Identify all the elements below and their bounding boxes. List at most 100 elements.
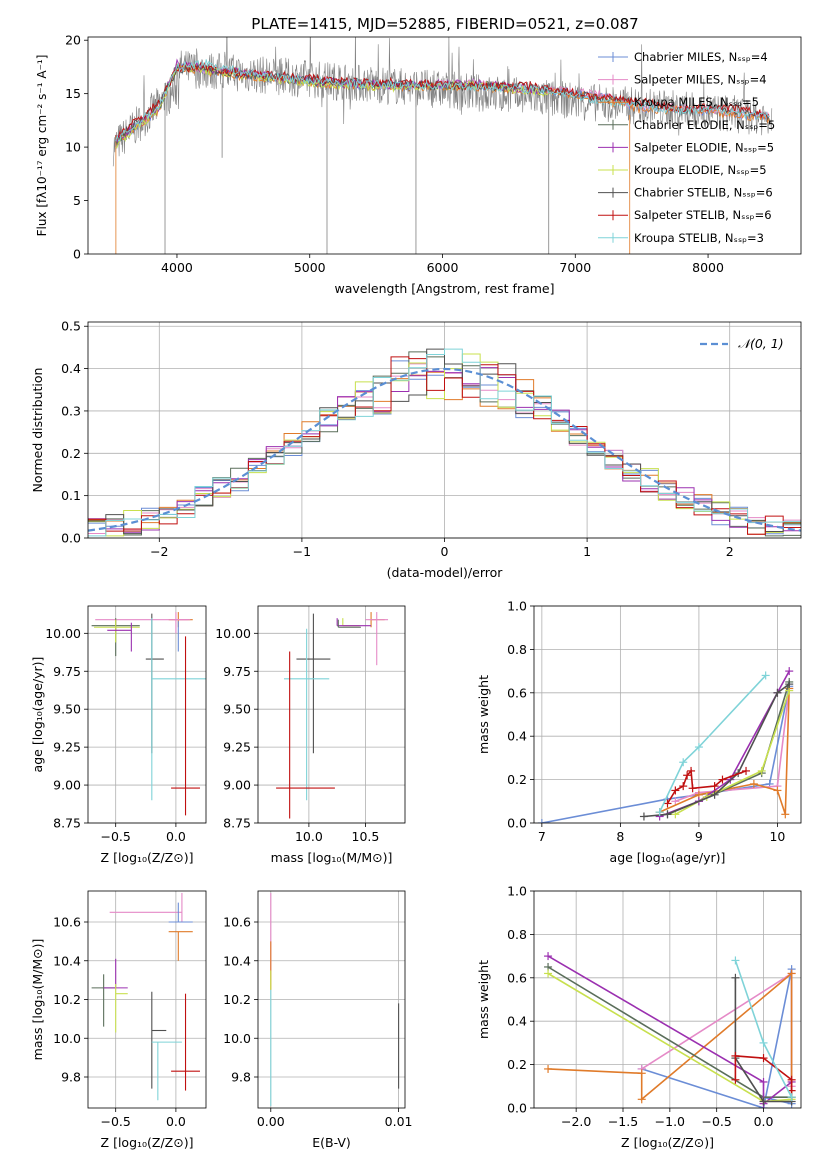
y-tick-label: 0.4 [61, 361, 81, 376]
y-tick-label: 10.2 [223, 992, 251, 1007]
y-tick-label: 0.4 [507, 729, 527, 744]
y-tick-label: 0.2 [507, 1057, 527, 1072]
x-tick-label: 8000 [692, 260, 724, 275]
panel-weight_vs_Z: −2.0 −1.5 −1.0 −0.5 0.0 0.0 0.2 0.4 0.6 0.8 1.0 Z [… [476, 884, 802, 1150]
model-spectrum [115, 59, 770, 142]
y-tick-label: 20 [65, 33, 81, 48]
x-axis-label: E(B-V) [312, 1135, 351, 1150]
axes-frame [533, 605, 802, 824]
axes-frame [533, 890, 802, 1109]
x-tick-label: 0.0 [754, 1114, 774, 1129]
y-tick-label: 10.6 [53, 915, 81, 930]
y-tick-label: 10.00 [215, 626, 251, 641]
y-tick-label: 10.00 [45, 626, 81, 641]
y-tick-label: 9.00 [53, 778, 81, 793]
y-tick-label: 10.0 [223, 1031, 251, 1046]
legend-label: Chabrier ELODIE, Nₛₛₚ=5 [634, 118, 775, 132]
y-tick-label: 15 [65, 86, 81, 101]
y-tick-label: 9.8 [231, 1070, 251, 1085]
weight-line [658, 674, 767, 813]
model-spectrum [115, 62, 770, 143]
plot-area [112, 37, 773, 254]
model-spectrum [115, 63, 550, 146]
weight-line [675, 690, 790, 816]
y-tick-label: 0.6 [507, 685, 527, 700]
x-tick-label: −2 [150, 544, 168, 559]
y-tick-label: 9.25 [223, 740, 251, 755]
legend-label: Kroupa ELODIE, Nₛₛₚ=5 [634, 163, 767, 177]
axes-frame [87, 605, 207, 824]
y-tick-label: 0.6 [507, 970, 527, 985]
panel-spectrum: Chabrier MILES, Nₛₛₚ=4 Salpeter MILES, Nₛ… [35, 33, 802, 296]
x-axis-label: Z [log₁₀(Z/Z⊙)] [621, 1135, 714, 1150]
x-axis-label: mass [log₁₀(M/M⊙)] [271, 850, 393, 865]
y-tick-label: 0.5 [61, 319, 81, 334]
y-tick-label: 8.75 [53, 816, 81, 831]
weight-line [547, 955, 793, 1106]
x-tick-label: 7000 [559, 260, 591, 275]
weight-line [734, 977, 792, 1103]
y-tick-label: 10.6 [223, 915, 251, 930]
x-axis-label: Z [log₁₀(Z/Z⊙)] [101, 850, 194, 865]
x-tick-label: 10.5 [352, 829, 380, 844]
weight-line [659, 688, 790, 815]
y-tick-label: 0.4 [507, 1014, 527, 1029]
x-tick-label: 1 [583, 544, 591, 559]
x-axis-label: (data-model)/error [387, 565, 504, 580]
y-tick-label: 0 [73, 247, 81, 262]
y-axis-label: age [log₁₀(age/yr)] [30, 657, 45, 773]
y-tick-label: 5 [73, 193, 81, 208]
y-tick-label: 1.0 [507, 599, 527, 614]
panel-mass_vs_Z: −0.5 0.0 9.8 10.0 10.2 10.4 10.6 Z [log₁₀(Z/Z⊙)… [30, 890, 207, 1150]
panel-age_vs_Z: −0.5 0.0 8.75 9.00 9.25 9.50 9.75 10.00 Z [log₁₀… [30, 605, 207, 865]
x-axis-label: age [log₁₀(age/yr)] [610, 850, 726, 865]
panel-age_vs_mass: 10.0 10.5 8.75 9.00 9.25 9.50 9.75 10.00 mass [l… [215, 605, 406, 865]
normal-curve [88, 367, 801, 532]
y-tick-label: 9.75 [223, 664, 251, 679]
weight-line [541, 686, 790, 823]
y-tick-label: 10 [65, 140, 81, 155]
y-axis-label: mass [log₁₀(M/M⊙)] [30, 939, 45, 1061]
x-tick-label: −2.0 [561, 1114, 591, 1129]
y-axis-label: Normed distribution [30, 368, 45, 493]
y-tick-label: 0.8 [507, 927, 527, 942]
y-tick-label: 9.75 [53, 664, 81, 679]
y-tick-label: 9.00 [223, 778, 251, 793]
x-tick-label: 2 [726, 544, 734, 559]
y-tick-label: 10.0 [53, 1031, 81, 1046]
x-tick-label: −0.5 [101, 1114, 131, 1129]
panel-mass_vs_EBV: 0.00 0.01 9.8 10.0 10.2 10.4 10.6 E(B-V) [223, 890, 413, 1150]
y-tick-label: 9.50 [223, 702, 251, 717]
y-tick-label: 10.2 [53, 992, 81, 1007]
x-tick-label: 0.0 [166, 1114, 186, 1129]
y-axis-label: Flux [fλ10⁻¹⁷ erg cm⁻² s⁻¹ A⁻¹] [35, 55, 49, 237]
x-tick-label: 7 [538, 829, 546, 844]
x-axis-label: Z [log₁₀(Z/Z⊙)] [101, 1135, 194, 1150]
y-tick-label: 0.2 [507, 772, 527, 787]
y-tick-label: 10.4 [53, 953, 81, 968]
plot-area [544, 952, 796, 1108]
plot-area [537, 667, 794, 823]
x-tick-label: 8 [616, 829, 624, 844]
legend-label: 𝒩(0, 1) [738, 336, 784, 351]
y-tick-label: 0.0 [61, 531, 81, 546]
histogram-series [88, 348, 801, 537]
weight-line [667, 681, 790, 816]
y-tick-label: 1.0 [507, 884, 527, 899]
x-tick-label: 0 [441, 544, 449, 559]
x-tick-label: 6000 [427, 260, 459, 275]
plot-area [276, 612, 389, 819]
weight-line [643, 683, 790, 818]
legend-label: Chabrier MILES, Nₛₛₚ=4 [634, 50, 768, 64]
y-tick-label: 0.2 [61, 446, 81, 461]
x-tick-label: 5000 [294, 260, 326, 275]
y-tick-label: 8.75 [223, 816, 251, 831]
legend-label: Kroupa MILES, Nₛₛₚ=5 [634, 95, 759, 109]
y-axis-label: mass weight [476, 960, 491, 1039]
x-tick-label: −0.5 [702, 1114, 732, 1129]
model-spectrum [115, 63, 550, 149]
panel-weight_vs_age: 7 8 9 10 0.0 0.2 0.4 0.6 0.8 1.0 age [log₁₀(age/yr… [476, 599, 802, 865]
legend-label: Chabrier STELIB, Nₛₛₚ=6 [634, 186, 773, 200]
y-tick-label: 0.0 [507, 816, 527, 831]
